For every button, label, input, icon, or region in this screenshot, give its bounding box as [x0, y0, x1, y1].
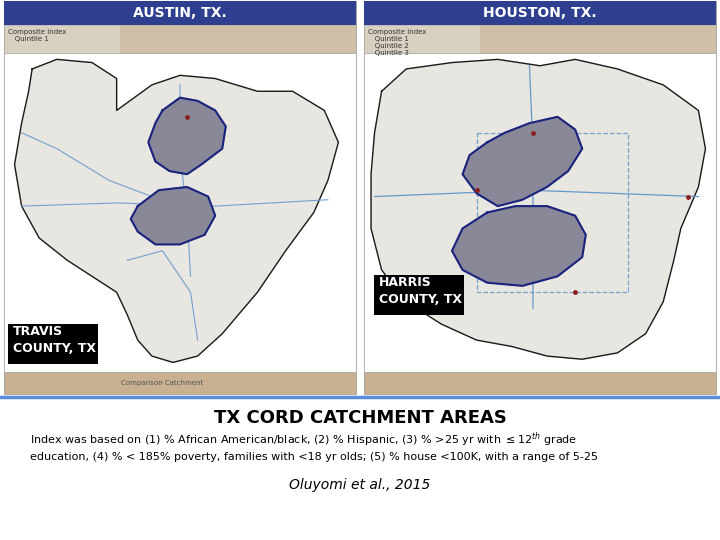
Bar — [364, 1, 716, 25]
Polygon shape — [371, 59, 706, 359]
Bar — [4, 1, 356, 25]
Bar — [4, 53, 356, 372]
Text: Quintile 3: Quintile 3 — [368, 50, 409, 56]
Bar — [8, 324, 98, 364]
Text: Composite Index: Composite Index — [8, 29, 66, 35]
Text: Comparison Catchment: Comparison Catchment — [121, 380, 204, 386]
Polygon shape — [148, 98, 226, 174]
Bar — [4, 1, 356, 394]
Text: Quintile 1: Quintile 1 — [368, 36, 409, 42]
Text: HOUSTON, TX.: HOUSTON, TX. — [483, 6, 597, 20]
Text: AUSTIN, TX.: AUSTIN, TX. — [133, 6, 227, 20]
Text: Composite Index: Composite Index — [368, 29, 426, 35]
Text: Oluyomi et al., 2015: Oluyomi et al., 2015 — [289, 478, 431, 492]
Polygon shape — [14, 59, 338, 362]
Text: Quintile 1: Quintile 1 — [8, 36, 49, 42]
Bar — [364, 53, 716, 372]
Bar — [364, 1, 716, 394]
Bar — [4, 25, 356, 53]
Text: Quintile 2: Quintile 2 — [368, 43, 409, 49]
Bar — [120, 25, 356, 53]
Polygon shape — [131, 187, 215, 245]
Bar — [364, 25, 716, 53]
Polygon shape — [462, 117, 582, 206]
Bar — [374, 274, 464, 315]
Polygon shape — [452, 206, 586, 286]
Bar — [4, 372, 356, 394]
Text: TX CORD CATCHMENT AREAS: TX CORD CATCHMENT AREAS — [214, 409, 506, 427]
Text: TRAVIS
COUNTY, TX: TRAVIS COUNTY, TX — [13, 325, 96, 355]
Text: Index was based on (1) % African American/black, (2) % Hispanic, (3) % >25 yr wi: Index was based on (1) % African America… — [30, 431, 577, 449]
Bar — [364, 372, 716, 394]
Bar — [480, 25, 716, 53]
Text: HARRIS
COUNTY, TX: HARRIS COUNTY, TX — [379, 275, 462, 306]
Text: education, (4) % < 185% poverty, families with <18 yr olds; (5) % house <100K, w: education, (4) % < 185% poverty, familie… — [30, 452, 598, 462]
